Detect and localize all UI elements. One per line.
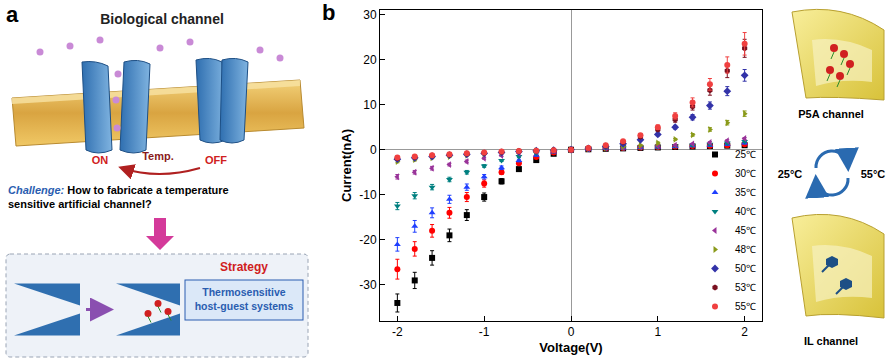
- svg-text:-20: -20: [359, 233, 377, 247]
- svg-text:OFF: OFF: [205, 154, 227, 166]
- svg-text:55°C: 55°C: [861, 168, 886, 180]
- svg-text:-2: -2: [392, 325, 403, 339]
- svg-text:0: 0: [370, 143, 377, 157]
- svg-text:53℃: 53℃: [735, 282, 756, 293]
- svg-text:20: 20: [363, 53, 377, 67]
- svg-text:30℃: 30℃: [735, 168, 756, 179]
- html-text:b: b: [322, 0, 336, 25]
- svg-text:55℃: 55℃: [735, 301, 756, 312]
- svg-text:40℃: 40℃: [735, 206, 756, 217]
- svg-text:-1: -1: [479, 325, 490, 339]
- svg-text:0: 0: [568, 325, 575, 339]
- svg-text:host-guest systems: host-guest systems: [195, 300, 294, 312]
- svg-text:2: 2: [741, 325, 748, 339]
- svg-text:50℃: 50℃: [735, 263, 756, 274]
- svg-text:a: a: [6, 2, 19, 27]
- svg-text:P5A channel: P5A channel: [798, 108, 864, 120]
- svg-text:sensitive artificial channel?: sensitive artificial channel?: [8, 198, 152, 210]
- svg-text:Current(nA): Current(nA): [339, 129, 354, 202]
- svg-text:35℃: 35℃: [735, 187, 756, 198]
- svg-text:48℃: 48℃: [735, 244, 756, 255]
- svg-text:1: 1: [654, 325, 661, 339]
- svg-text:Strategy: Strategy: [220, 260, 268, 274]
- svg-text:25℃: 25℃: [735, 149, 756, 160]
- svg-text:30: 30: [363, 8, 377, 22]
- svg-text:Temp.: Temp.: [142, 150, 174, 162]
- svg-text:Thermosensitive: Thermosensitive: [202, 286, 286, 298]
- svg-text:45℃: 45℃: [735, 225, 756, 236]
- svg-text:ON: ON: [92, 154, 109, 166]
- svg-text:-30: -30: [359, 278, 377, 292]
- svg-text:-10: -10: [359, 188, 377, 202]
- svg-text:Voltage(V): Voltage(V): [539, 340, 602, 355]
- svg-text:Biological channel: Biological channel: [100, 11, 224, 27]
- svg-text:IL channel: IL channel: [804, 335, 858, 347]
- svg-text:25°C: 25°C: [778, 168, 803, 180]
- svg-text:Challenge: How to fabricate a: Challenge: How to fabricate a temperatur…: [8, 184, 229, 196]
- svg-text:10: 10: [363, 98, 377, 112]
